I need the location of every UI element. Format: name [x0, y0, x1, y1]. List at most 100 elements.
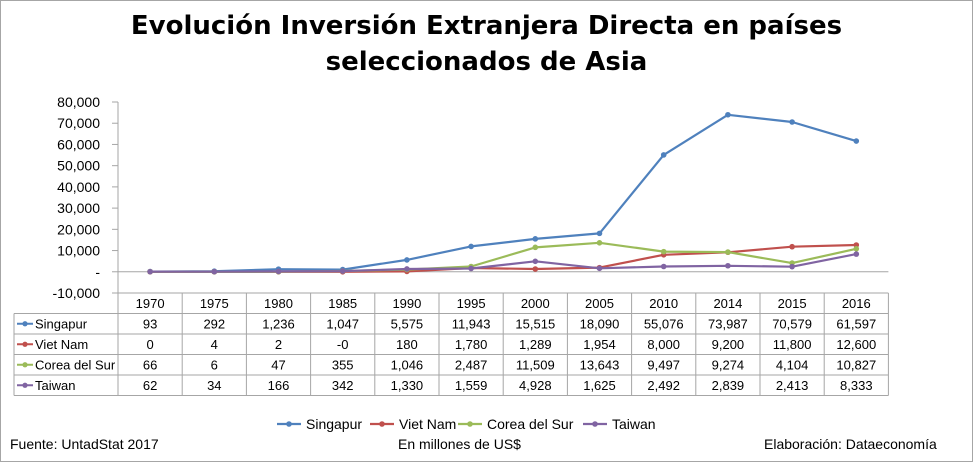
- data-point: [660, 263, 667, 270]
- table-cell-value: 2: [275, 337, 282, 352]
- y-tick-label: -10,000: [53, 285, 101, 301]
- data-point: [404, 257, 410, 263]
- data-point: [339, 268, 346, 274]
- x-category-label: 1975: [200, 296, 229, 311]
- series-line: [150, 253, 857, 273]
- units-note: En millones de US$: [398, 436, 521, 452]
- data-point: [404, 266, 410, 272]
- table-cell-value: 1,954: [583, 337, 616, 352]
- legend-key-marker: [467, 421, 473, 427]
- table-cell-value: 70,579: [772, 317, 812, 332]
- chart-title: Evolución Inversión Extranjera Directa e…: [0, 8, 973, 80]
- table-cell-value: 166: [268, 378, 290, 393]
- data-point: [468, 243, 474, 250]
- table-cell-value: 8,000: [647, 337, 680, 352]
- y-tick-label: 20,000: [57, 221, 100, 237]
- table-series-name: Corea del Sur: [35, 358, 116, 373]
- table-cell-value: 9,274: [712, 358, 745, 373]
- x-category-label: 2016: [842, 296, 871, 311]
- table-cell-value: 1,047: [326, 317, 359, 332]
- table-cell-value: 11,943: [452, 317, 491, 332]
- table-cell-value: 2,487: [455, 358, 488, 373]
- data-point: [211, 268, 218, 275]
- data-point: [275, 268, 282, 275]
- legend-label: Taiwan: [612, 416, 656, 432]
- data-point: [147, 268, 153, 275]
- series-line: [150, 243, 857, 273]
- table-cell-value: 11,800: [773, 337, 812, 352]
- y-tick-label: -: [95, 264, 100, 280]
- table-series-name: Viet Nam: [35, 337, 88, 352]
- x-category-label: 1980: [264, 296, 293, 311]
- source-note: Fuente: UntadStat 2017: [10, 436, 159, 452]
- data-point: [660, 248, 667, 255]
- x-category-label: 2010: [649, 296, 678, 311]
- table-cell-value: 1,289: [519, 337, 552, 352]
- table-cell-value: 73,987: [708, 317, 748, 332]
- chart-title-line-1: Evolución Inversión Extranjera Directa e…: [130, 11, 843, 41]
- x-category-label: 2005: [585, 296, 614, 311]
- legend-key-marker: [592, 421, 598, 427]
- chart-title-line-2: seleccionados de Asia: [325, 47, 648, 77]
- data-point: [532, 236, 539, 242]
- x-category-label: 1990: [392, 296, 421, 311]
- data-point: [725, 111, 731, 118]
- data-point: [853, 246, 860, 252]
- data-point: [596, 230, 603, 237]
- y-tick-label: 10,000: [57, 243, 100, 259]
- table-cell-value: 55,076: [644, 317, 684, 332]
- table-cell-value: 11,509: [516, 358, 555, 373]
- table-cell-value: 342: [332, 378, 354, 393]
- table-cell-value: 9,497: [647, 358, 680, 373]
- table-cell-value: 0: [146, 337, 153, 352]
- table-cell-value: 1,046: [391, 358, 424, 373]
- table-legend-key-marker: [22, 362, 28, 368]
- data-point: [532, 258, 539, 265]
- legend-label: Corea del Sur: [487, 416, 574, 432]
- x-category-label: 2014: [713, 296, 742, 311]
- data-point: [789, 243, 795, 250]
- data-point: [853, 138, 860, 144]
- table-cell-value: 5,575: [391, 317, 424, 332]
- table-cell-value: 9,200: [712, 337, 745, 352]
- table-cell-value: 93: [143, 317, 157, 332]
- table-cell-value: 47: [271, 358, 285, 373]
- table-cell-value: 4,104: [776, 358, 809, 373]
- y-tick-label: 60,000: [57, 136, 100, 152]
- y-tick-label: 80,000: [57, 94, 100, 110]
- table-cell-value: 34: [207, 378, 221, 393]
- table-cell-value: 15,515: [515, 317, 555, 332]
- table-cell-value: 18,090: [580, 317, 620, 332]
- table-cell-value: 62: [143, 378, 157, 393]
- table-cell-value: 4: [211, 337, 218, 352]
- table-cell-value: 2,492: [647, 378, 680, 393]
- legend-label: Singapur: [306, 416, 362, 432]
- table-cell-value: 4,928: [519, 378, 552, 393]
- y-tick-label: 40,000: [57, 179, 100, 195]
- table-series-name: Taiwan: [35, 378, 75, 393]
- data-point: [468, 265, 474, 272]
- data-point: [789, 119, 795, 125]
- data-point: [532, 266, 539, 272]
- data-point: [660, 152, 667, 158]
- table-cell-value: 2,413: [776, 378, 809, 393]
- data-point: [725, 249, 731, 255]
- legend-key-marker: [286, 421, 292, 427]
- table-cell-value: 1,780: [455, 337, 488, 352]
- table-cell-value: 2,839: [712, 378, 745, 393]
- y-tick-label: 50,000: [57, 158, 100, 174]
- table-cell-value: 1,236: [262, 317, 295, 332]
- table-cell-value: 8,333: [840, 378, 873, 393]
- table-cell-value: 180: [396, 337, 418, 352]
- series-line: [150, 113, 857, 273]
- table-cell-value: 61,597: [836, 317, 876, 332]
- table-cell-value: 355: [332, 358, 354, 373]
- data-point: [853, 251, 860, 257]
- table-cell-value: 1,330: [391, 378, 424, 393]
- table-cell-value: 292: [203, 317, 225, 332]
- table-legend-key-marker: [22, 341, 28, 347]
- x-category-label: 2000: [521, 296, 550, 311]
- data-point: [532, 244, 539, 251]
- data-point: [596, 265, 603, 272]
